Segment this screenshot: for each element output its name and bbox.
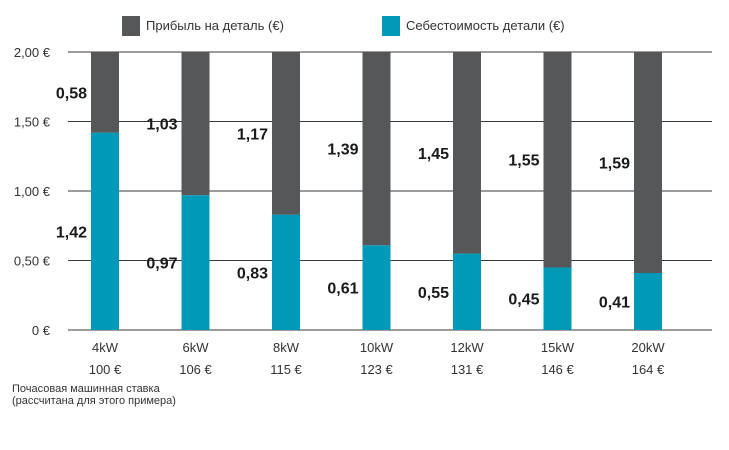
bar-profit — [181, 52, 210, 196]
footnote-line-1: Почасовая машинная ставка — [12, 383, 160, 395]
data-label-cost: 0,97 — [146, 256, 177, 273]
x-axis: 4kW 100 € 6kW 106 € 8kW 115 € 10kW 123 € 12kW 131… — [89, 340, 666, 377]
bar-cost — [181, 195, 210, 330]
data-label-profit: 1,45 — [418, 146, 449, 163]
y-tick-label: 1,00 € — [14, 184, 51, 199]
bar-profit — [272, 52, 300, 215]
bar-cost — [362, 245, 391, 330]
x-tick-rate-label: 106 € — [179, 362, 212, 377]
y-tick-label: 2,00 € — [14, 45, 51, 60]
bar-cost — [453, 253, 481, 330]
x-tick-rate-label: 131 € — [451, 362, 484, 377]
data-label-cost: 0,41 — [599, 295, 630, 312]
legend: Прибыль на деталь (€) Себестоимость дета… — [122, 16, 565, 36]
x-tick-label: 10kW — [360, 340, 394, 355]
legend-label-cost: Себестоимость детали (€) — [406, 18, 565, 33]
footnote-line-2: (рассчитана для этого примера) — [12, 395, 176, 407]
data-label-profit: 0,58 — [56, 85, 87, 102]
x-tick-rate-label: 100 € — [89, 362, 122, 377]
data-label-profit: 1,59 — [599, 156, 630, 173]
x-tick-label: 20kW — [631, 340, 665, 355]
x-tick-label: 15kW — [541, 340, 575, 355]
y-tick-label: 0 € — [32, 323, 51, 338]
bar-profit — [634, 52, 662, 274]
data-label-profit: 1,17 — [237, 126, 268, 143]
footnote: Почасовая машинная ставка (рассчитана дл… — [12, 383, 176, 407]
y-axis: 0 € 0,50 € 1,00 € 1,50 € 2,00 € — [14, 45, 51, 338]
legend-label-profit: Прибыль на деталь (€) — [146, 18, 284, 33]
data-label-cost: 0,61 — [327, 281, 358, 298]
data-label-cost: 1,42 — [56, 224, 87, 241]
bar-profit — [91, 52, 119, 133]
bar-cost — [543, 267, 572, 330]
x-tick-rate-label: 146 € — [541, 362, 574, 377]
x-tick-rate-label: 115 € — [270, 362, 302, 377]
y-tick-label: 1,50 € — [14, 115, 51, 130]
x-tick-label: 6kW — [183, 340, 210, 355]
data-label-profit: 1,39 — [327, 142, 358, 159]
x-tick-label: 12kW — [450, 340, 484, 355]
x-tick-label: 4kW — [92, 340, 119, 355]
x-tick-rate-label: 164 € — [632, 362, 665, 377]
bar-profit — [453, 52, 481, 254]
y-tick-label: 0,50 € — [14, 254, 51, 269]
legend-swatch-cost — [382, 16, 400, 36]
data-label-profit: 1,03 — [146, 117, 177, 134]
data-label-cost: 0,55 — [418, 285, 449, 302]
bar-cost — [91, 132, 119, 330]
data-label-profit: 1,55 — [508, 153, 539, 170]
legend-swatch-profit — [122, 16, 140, 36]
data-label-cost: 0,83 — [237, 265, 268, 282]
bar-cost — [634, 273, 662, 330]
bar-profit — [543, 52, 572, 268]
x-tick-label: 8kW — [273, 340, 300, 355]
data-label-cost: 0,45 — [508, 292, 539, 309]
bars: 1,42 0,58 0,97 1,03 0,83 1,17 0,61 1,39 0,55 1,45… — [56, 52, 662, 330]
bar-profit — [362, 52, 391, 246]
bar-cost — [272, 214, 300, 330]
x-tick-rate-label: 123 € — [360, 362, 393, 377]
